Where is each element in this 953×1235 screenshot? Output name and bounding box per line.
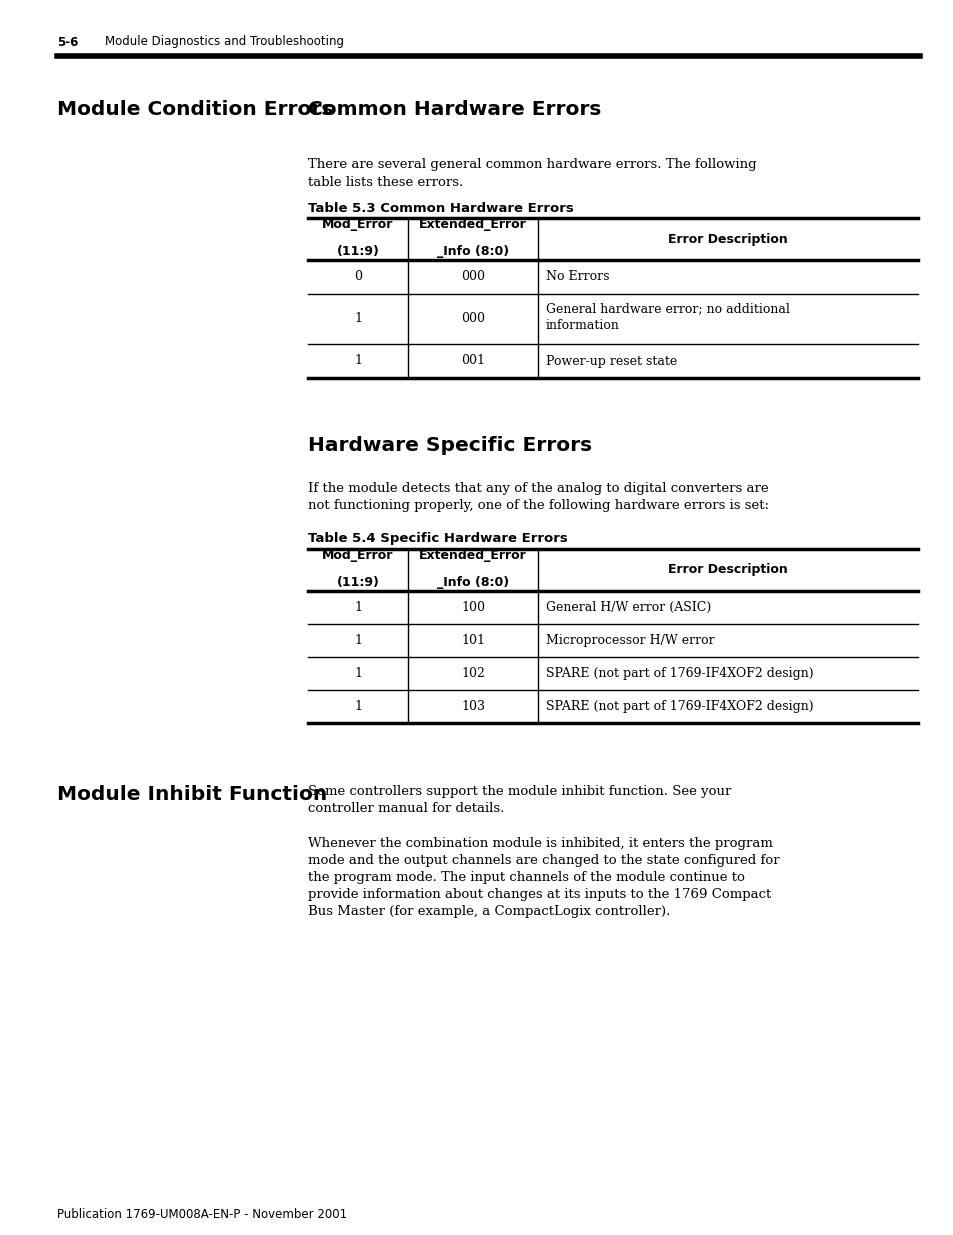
Text: No Errors: No Errors xyxy=(545,270,609,284)
Text: 1: 1 xyxy=(354,354,361,368)
Text: Error Description: Error Description xyxy=(667,232,787,246)
Text: Mod_Error: Mod_Error xyxy=(322,219,394,231)
Text: Error Description: Error Description xyxy=(667,563,787,577)
Text: Common Hardware Errors: Common Hardware Errors xyxy=(308,100,600,119)
Text: Extended_Error: Extended_Error xyxy=(418,550,526,562)
Text: General H/W error (ASIC): General H/W error (ASIC) xyxy=(545,601,711,614)
Text: Mod_Error: Mod_Error xyxy=(322,550,394,562)
Text: Module Diagnostics and Troubleshooting: Module Diagnostics and Troubleshooting xyxy=(105,36,344,48)
Text: Hardware Specific Errors: Hardware Specific Errors xyxy=(308,436,592,454)
Text: 1: 1 xyxy=(354,634,361,647)
Text: 001: 001 xyxy=(460,354,484,368)
Text: Publication 1769-UM008A-EN-P - November 2001: Publication 1769-UM008A-EN-P - November … xyxy=(57,1208,347,1221)
Text: 0: 0 xyxy=(354,270,361,284)
Text: Whenever the combination module is inhibited, it enters the program: Whenever the combination module is inhib… xyxy=(308,837,772,850)
Text: Table 5.4 Specific Hardware Errors: Table 5.4 Specific Hardware Errors xyxy=(308,532,567,545)
Text: There are several general common hardware errors. The following: There are several general common hardwar… xyxy=(308,158,756,170)
Text: 1: 1 xyxy=(354,312,361,326)
Text: 1: 1 xyxy=(354,700,361,713)
Text: Module Condition Errors: Module Condition Errors xyxy=(57,100,333,119)
Text: table lists these errors.: table lists these errors. xyxy=(308,177,463,189)
Text: 5-6: 5-6 xyxy=(57,36,78,48)
Text: Power-up reset state: Power-up reset state xyxy=(545,354,677,368)
Text: 000: 000 xyxy=(460,312,484,326)
Text: 1: 1 xyxy=(354,667,361,680)
Text: Some controllers support the module inhibit function. See your: Some controllers support the module inhi… xyxy=(308,785,731,798)
Text: If the module detects that any of the analog to digital converters are: If the module detects that any of the an… xyxy=(308,482,768,495)
Text: the program mode. The input channels of the module continue to: the program mode. The input channels of … xyxy=(308,871,744,884)
Text: provide information about changes at its inputs to the 1769 Compact: provide information about changes at its… xyxy=(308,888,770,902)
Text: information: information xyxy=(545,319,619,332)
Text: SPARE (not part of 1769-IF4XOF2 design): SPARE (not part of 1769-IF4XOF2 design) xyxy=(545,700,813,713)
Text: 100: 100 xyxy=(460,601,484,614)
Text: (11:9): (11:9) xyxy=(336,576,379,589)
Text: (11:9): (11:9) xyxy=(336,245,379,258)
Text: controller manual for details.: controller manual for details. xyxy=(308,802,504,815)
Text: mode and the output channels are changed to the state configured for: mode and the output channels are changed… xyxy=(308,853,779,867)
Text: Extended_Error: Extended_Error xyxy=(418,219,526,231)
Text: 101: 101 xyxy=(460,634,484,647)
Text: 103: 103 xyxy=(460,700,484,713)
Text: Microprocessor H/W error: Microprocessor H/W error xyxy=(545,634,714,647)
Text: 102: 102 xyxy=(460,667,484,680)
Text: Bus Master (for example, a CompactLogix controller).: Bus Master (for example, a CompactLogix … xyxy=(308,905,670,918)
Text: 1: 1 xyxy=(354,601,361,614)
Text: General hardware error; no additional: General hardware error; no additional xyxy=(545,303,789,315)
Text: not functioning properly, one of the following hardware errors is set:: not functioning properly, one of the fol… xyxy=(308,499,768,513)
Text: Module Inhibit Function: Module Inhibit Function xyxy=(57,785,327,804)
Text: SPARE (not part of 1769-IF4XOF2 design): SPARE (not part of 1769-IF4XOF2 design) xyxy=(545,667,813,680)
Text: 000: 000 xyxy=(460,270,484,284)
Text: _Info (8:0): _Info (8:0) xyxy=(436,245,509,258)
Text: _Info (8:0): _Info (8:0) xyxy=(436,576,509,589)
Text: Table 5.3 Common Hardware Errors: Table 5.3 Common Hardware Errors xyxy=(308,203,573,215)
